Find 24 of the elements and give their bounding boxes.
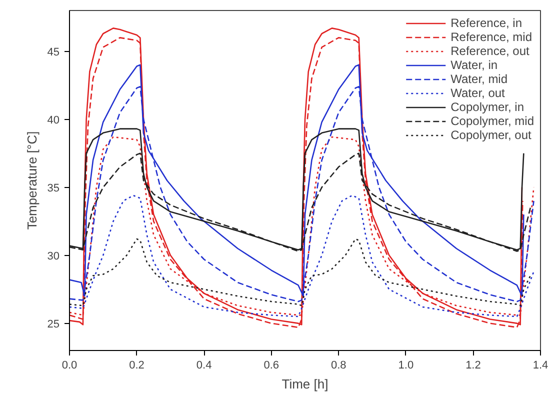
legend-label: Copolymer, out: [450, 128, 532, 142]
y-tick-label: 30: [47, 250, 60, 262]
x-axis-title: Time [h]: [282, 376, 328, 392]
legend-label: Water, in: [450, 58, 498, 72]
legend-label: Reference, in: [450, 16, 522, 30]
legend-label: Reference, mid: [450, 30, 532, 44]
x-tick-label: 1.0: [398, 360, 414, 372]
y-tick-label: 25: [47, 318, 60, 330]
x-tick-label: 0.8: [330, 360, 346, 372]
legend-label: Reference, out: [450, 44, 530, 58]
x-tick-label: 0.6: [264, 360, 280, 372]
y-tick-label: 40: [47, 114, 60, 126]
x-tick-label: 0.2: [129, 360, 144, 372]
legend-label: Water, out: [450, 86, 505, 100]
legend-label: Water, mid: [450, 72, 508, 86]
y-axis-title: Temperature [°C]: [24, 131, 40, 230]
x-tick-label: 1.2: [466, 360, 481, 372]
legend-label: Copolymer, mid: [450, 114, 534, 128]
x-tick-label: 1.4: [532, 360, 548, 372]
y-tick-label: 45: [47, 46, 60, 58]
legend-label: Copolymer, in: [450, 100, 524, 114]
x-tick-label: 0.0: [62, 360, 78, 372]
y-tick-label: 35: [47, 182, 60, 194]
x-tick-label: 0.4: [196, 360, 212, 372]
